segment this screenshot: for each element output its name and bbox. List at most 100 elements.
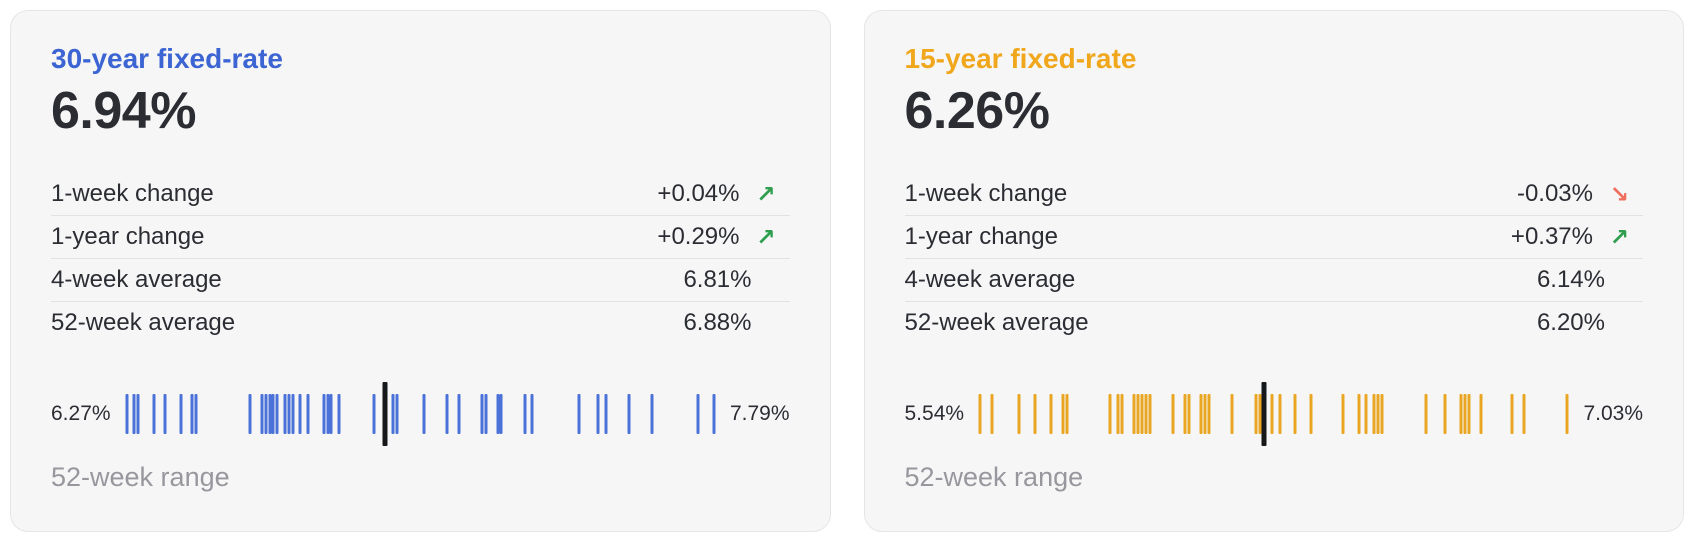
- rate-cards-row: 30-year fixed-rate 6.94% 1-week change +0…: [10, 10, 1684, 534]
- week-rate-tick: [190, 393, 194, 434]
- stat-label: 1-year change: [51, 222, 205, 250]
- card-title: 15-year fixed-rate: [904, 43, 1137, 74]
- week-rate-tick: [132, 393, 136, 434]
- week-rate-tick: [1017, 393, 1021, 434]
- week-rate-tick: [1187, 393, 1191, 434]
- week-rate-tick: [457, 393, 461, 434]
- week-rate-tick: [1467, 393, 1471, 434]
- week-rate-tick: [1376, 393, 1380, 434]
- week-rate-tick: [604, 393, 608, 434]
- week-rate-tick: [1203, 393, 1207, 434]
- week-rate-tick: [1230, 393, 1234, 434]
- week-rate-tick: [1116, 393, 1120, 434]
- current-rate-marker: [382, 381, 388, 446]
- week-rate-tick: [712, 393, 716, 434]
- week-rate-tick: [1510, 393, 1514, 434]
- week-rate-tick: [322, 393, 326, 434]
- stat-row: 1-year change +0.37% ↗: [904, 216, 1643, 259]
- rate-card: 15-year fixed-rate 6.26% 1-week change -0…: [863, 10, 1684, 532]
- range-footer-label: 52-week range: [904, 461, 1084, 492]
- week-rate-tick: [1136, 393, 1140, 434]
- week-rate-tick: [1199, 393, 1203, 434]
- stat-value: +0.29%: [657, 222, 740, 250]
- week-rate-tick: [1065, 393, 1069, 434]
- stat-value-group: 6.88%: [683, 309, 789, 336]
- week-rate-tick: [445, 393, 449, 434]
- week-rate-tick: [306, 393, 310, 434]
- week-rate-tick: [1033, 393, 1037, 434]
- week-rate-tick: [326, 393, 329, 434]
- range-strip-chart: 6.27% 7.79%: [51, 378, 790, 450]
- week-rate-tick: [275, 393, 279, 434]
- stat-value-group: 6.20%: [1536, 308, 1643, 336]
- stat-row: 1-year change +0.29% ↗: [51, 216, 790, 259]
- range-min-label: 6.27%: [51, 401, 111, 425]
- rate-card: 30-year fixed-rate 6.94% 1-week change +0…: [10, 10, 831, 532]
- week-rate-tick: [152, 393, 156, 434]
- stat-value: 6.14%: [1536, 265, 1605, 293]
- week-rate-tick: [1061, 393, 1065, 434]
- trend-up-icon: ↗: [756, 223, 776, 250]
- week-rate-tick: [1278, 393, 1282, 434]
- week-rate-tick: [1341, 393, 1345, 434]
- week-rate-tick: [271, 393, 275, 434]
- week-rate-tick: [1144, 393, 1148, 434]
- week-rate-tick: [627, 393, 631, 434]
- week-rate-tick: [136, 393, 140, 434]
- stat-row: 1-week change +0.04% ↗: [51, 173, 790, 216]
- week-rate-tick: [1132, 393, 1136, 434]
- stat-value: 6.20%: [1536, 308, 1605, 336]
- week-rate-tick: [1120, 393, 1124, 434]
- week-rate-tick: [329, 393, 333, 434]
- trend-up-icon: ↗: [756, 180, 776, 207]
- week-rate-tick: [1293, 393, 1297, 434]
- week-rate-tick: [1522, 393, 1526, 434]
- week-rate-tick: [1254, 393, 1258, 434]
- week-rate-tick: [260, 393, 264, 434]
- stat-label: 1-week change: [51, 179, 214, 207]
- stat-value: +0.04%: [657, 179, 740, 207]
- stats-table: 1-week change -0.03% ↘ 1-year change +0.37% ↗…: [904, 173, 1643, 344]
- week-rate-tick: [194, 393, 198, 434]
- week-rate-tick: [1171, 393, 1175, 434]
- week-rate-tick: [530, 393, 534, 434]
- week-rate-tick: [268, 393, 272, 434]
- week-rate-tick: [1424, 393, 1428, 434]
- stat-value: -0.03%: [1516, 179, 1593, 207]
- strip-track: [978, 378, 1569, 450]
- stat-value: 6.81%: [683, 265, 752, 293]
- week-rate-tick: [1565, 393, 1569, 434]
- stat-label: 1-week change: [904, 179, 1068, 207]
- week-rate-tick: [1364, 393, 1368, 434]
- week-rate-tick: [395, 393, 399, 434]
- stat-label: 4-week average: [904, 265, 1076, 293]
- week-rate-tick: [499, 393, 503, 434]
- strip-track: [125, 378, 716, 450]
- week-rate-tick: [298, 393, 302, 434]
- current-rate-marker: [1261, 381, 1267, 446]
- week-rate-tick: [125, 393, 129, 434]
- week-rate-tick: [523, 393, 527, 434]
- current-rate-value: 6.26%: [904, 82, 1050, 140]
- stat-value-group: +0.29% ↗: [657, 222, 789, 250]
- trend-down-icon: ↘: [1609, 180, 1629, 207]
- week-rate-tick: [264, 393, 268, 434]
- week-rate-tick: [496, 393, 500, 434]
- card-title: 30-year fixed-rate: [51, 43, 283, 74]
- week-rate-tick: [1357, 393, 1360, 434]
- stat-label: 1-year change: [904, 222, 1058, 250]
- week-rate-tick: [1207, 393, 1211, 434]
- week-rate-tick: [484, 393, 488, 434]
- week-rate-tick: [480, 393, 484, 434]
- week-rate-tick: [1380, 393, 1384, 434]
- week-rate-tick: [1108, 393, 1112, 434]
- week-rate-tick: [1270, 393, 1274, 434]
- week-rate-tick: [1309, 393, 1313, 434]
- trend-up-icon: ↗: [1609, 223, 1629, 250]
- week-rate-tick: [990, 393, 994, 434]
- week-rate-tick: [179, 393, 183, 434]
- stats-table: 1-week change +0.04% ↗ 1-year change +0.29% ↗…: [51, 173, 790, 344]
- week-rate-tick: [372, 393, 376, 434]
- week-rate-tick: [1148, 393, 1152, 434]
- week-rate-tick: [291, 393, 295, 434]
